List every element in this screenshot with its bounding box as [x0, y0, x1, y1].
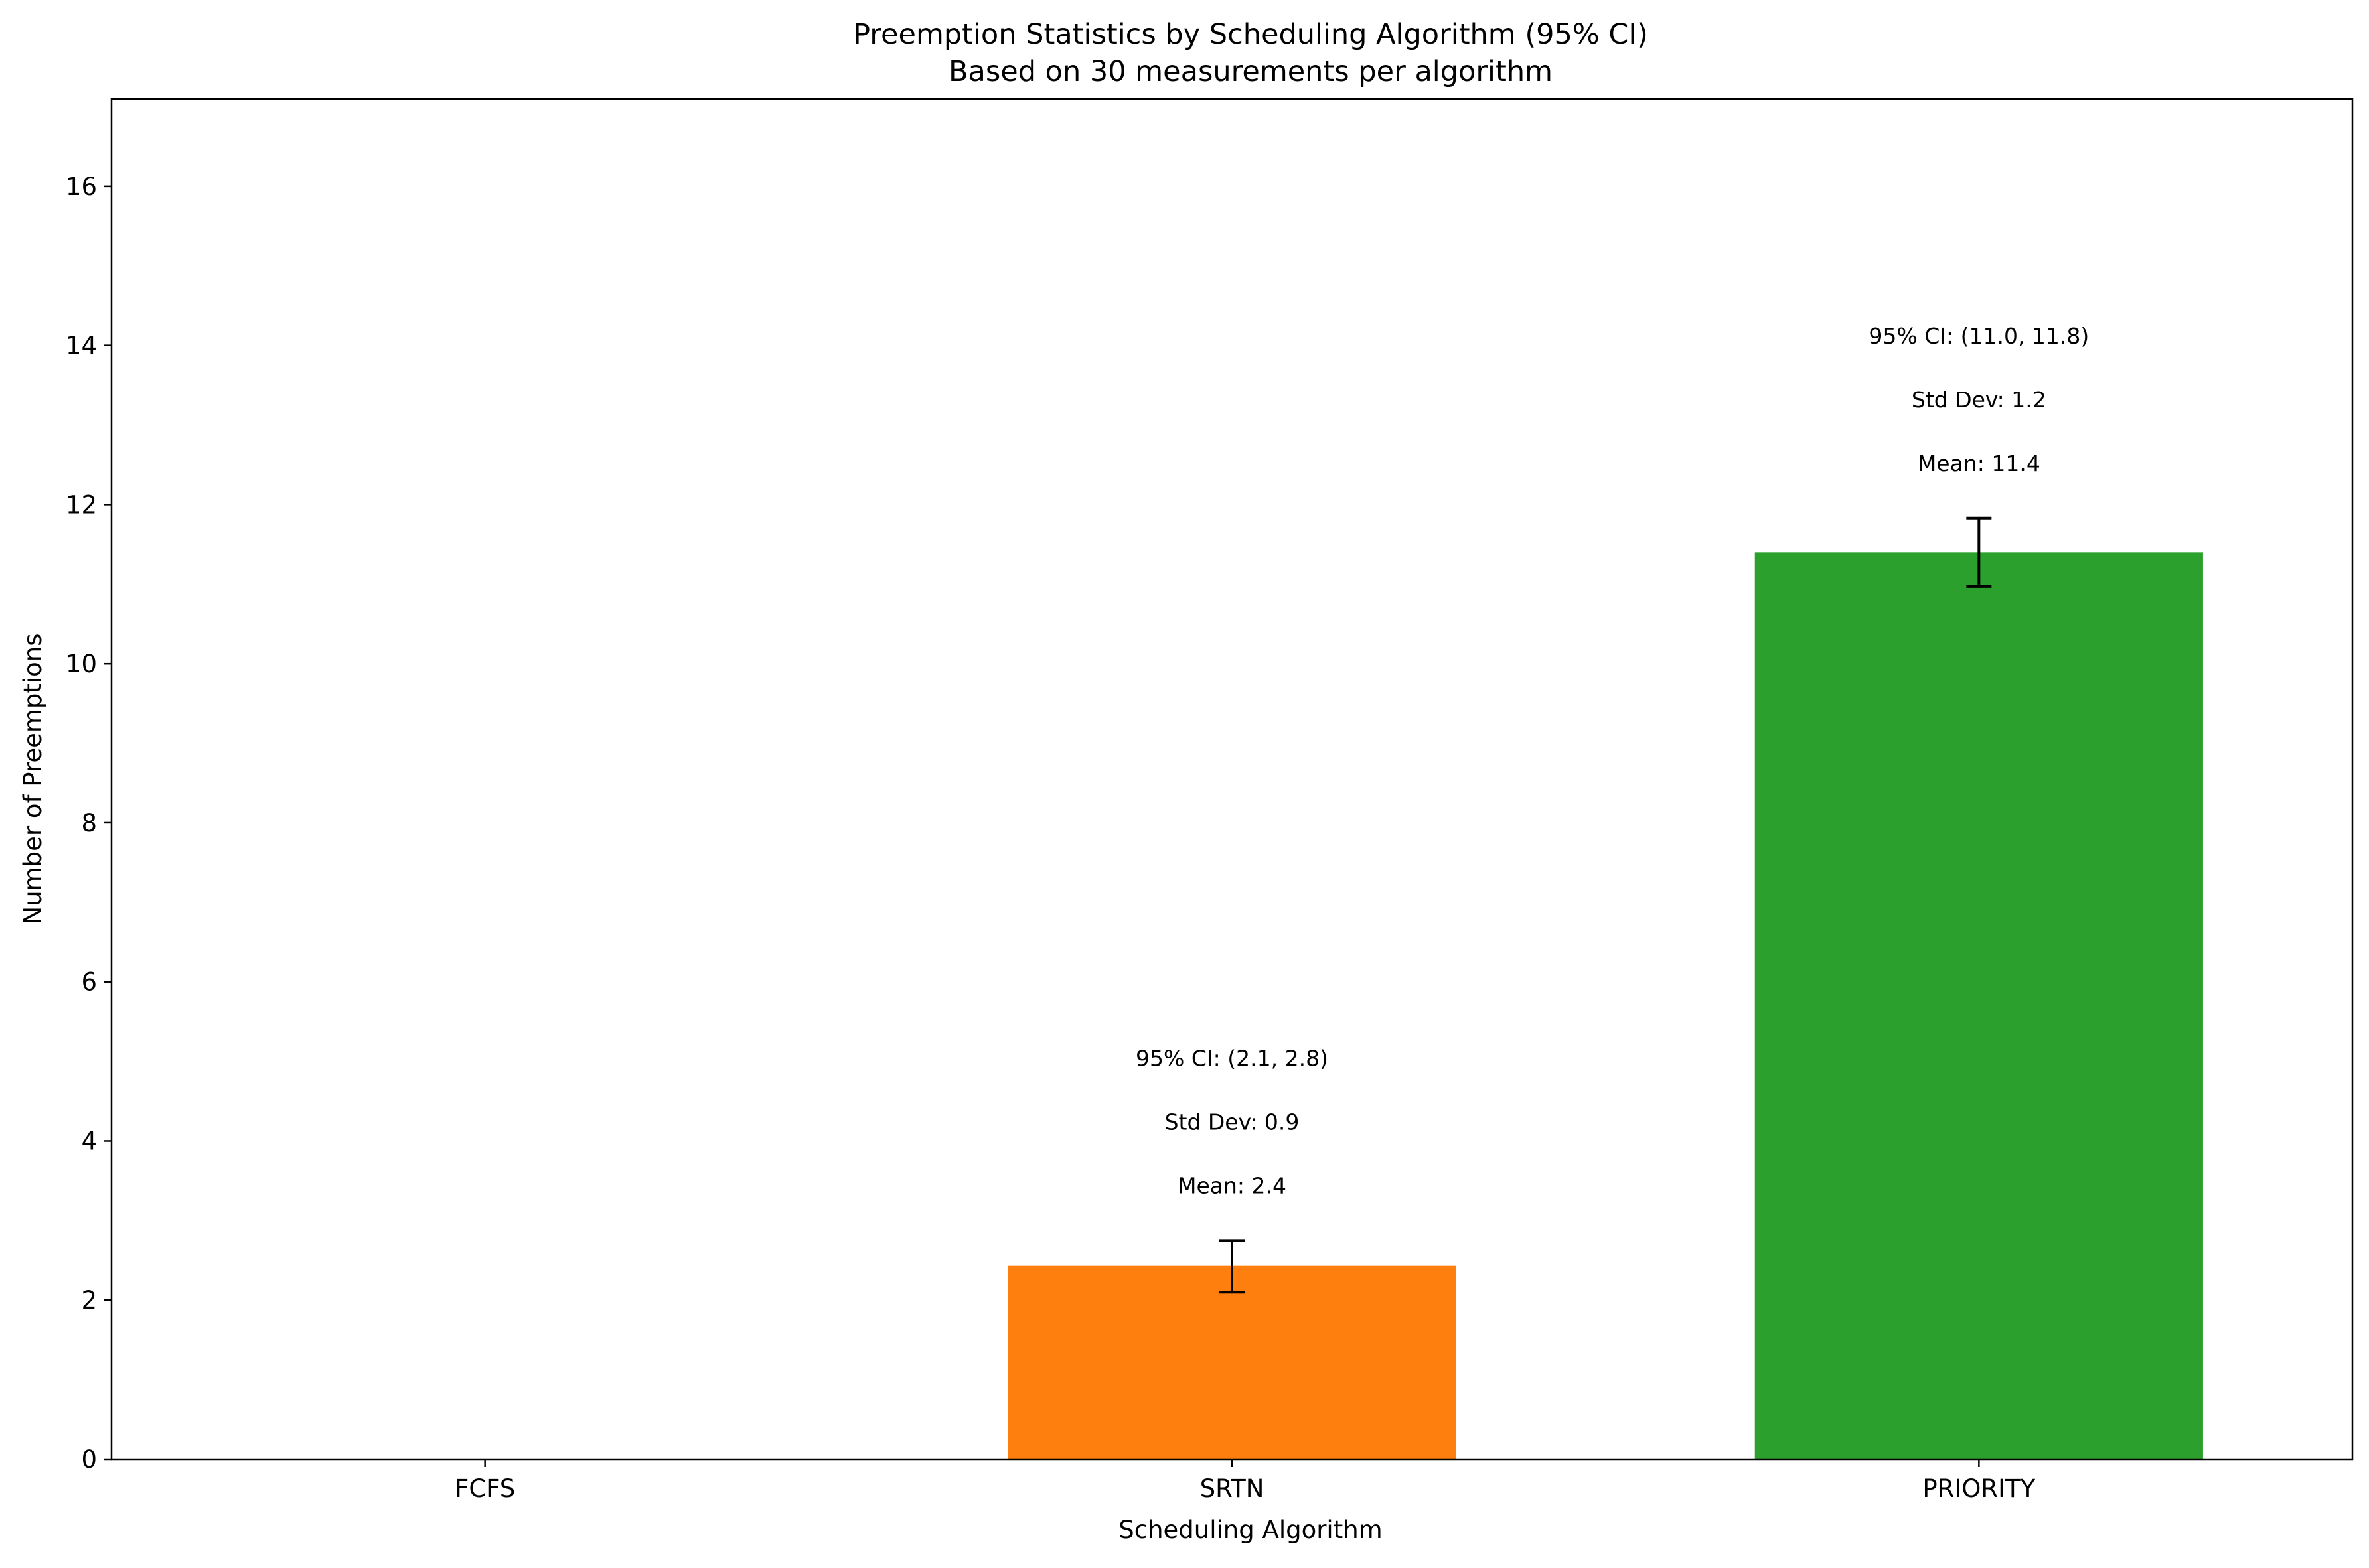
- chart-title: Preemption Statistics by Scheduling Algo…: [853, 18, 1648, 51]
- y-tick-label: 8: [81, 809, 97, 837]
- annotation-srtn-1: Mean: 2.4: [1178, 1173, 1286, 1198]
- chart-subtitle: Based on 30 measurements per algorithm: [949, 55, 1553, 88]
- annotation-priority-2: Std Dev: 1.2: [1912, 387, 2046, 413]
- error-bar-priority: [1966, 516, 1992, 588]
- y-tick-label: 10: [66, 650, 97, 678]
- y-tick-label: 6: [81, 968, 97, 997]
- error-bar-srtn: [1219, 1239, 1245, 1294]
- annotation-priority-1: Mean: 11.4: [1918, 451, 2040, 476]
- y-tick-label: 2: [81, 1286, 97, 1315]
- plot-area: Mean: 2.4 Std Dev: 0.9 95% CI: (2.1, 2.8) M…: [66, 98, 2354, 1503]
- annotation-srtn-3: 95% CI: (2.1, 2.8): [1136, 1045, 1328, 1071]
- x-tick-label-priority: PRIORITY: [1922, 1474, 2035, 1503]
- bar-priority: [1754, 552, 2203, 1460]
- y-tick-label: 16: [66, 173, 97, 201]
- x-tick-label-srtn: SRTN: [1200, 1474, 1264, 1503]
- x-tick-label-fcfs: FCFS: [455, 1474, 515, 1503]
- y-tick-label: 4: [81, 1127, 97, 1155]
- y-tick-label: 12: [66, 490, 97, 519]
- x-axis-label: Scheduling Algorithm: [1118, 1516, 1382, 1544]
- bar-srtn: [1008, 1265, 1456, 1459]
- annotation-priority-3: 95% CI: (11.0, 11.8): [1869, 323, 2089, 349]
- y-tick-label: 14: [66, 332, 97, 360]
- y-tick-label: 0: [81, 1445, 97, 1474]
- y-axis-label: Number of Preemptions: [19, 633, 47, 924]
- annotation-srtn-2: Std Dev: 0.9: [1165, 1109, 1300, 1135]
